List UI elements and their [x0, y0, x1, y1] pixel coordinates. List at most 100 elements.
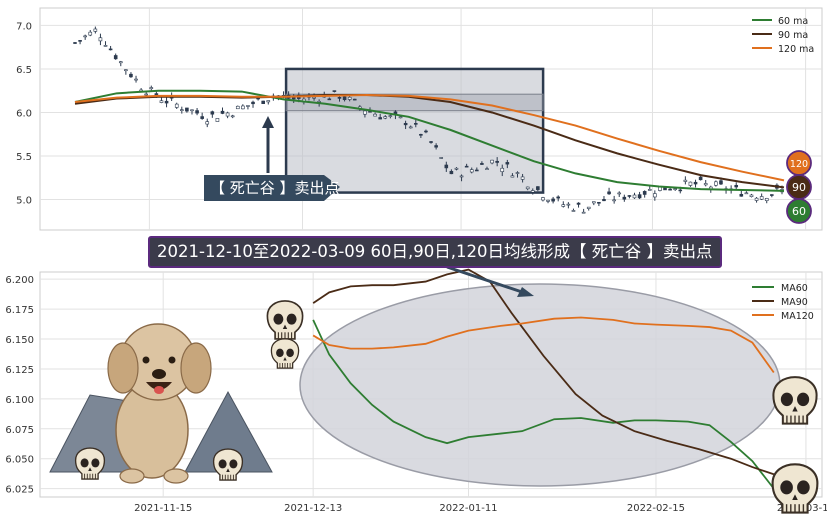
skull-eye	[797, 392, 810, 407]
end-badge-label: 90	[792, 181, 806, 194]
end-badge-label: 120	[790, 159, 808, 170]
dead-cross-box-rect	[284, 67, 545, 194]
candle-body	[235, 105, 240, 110]
skull-icon	[771, 463, 819, 514]
candle-body	[541, 197, 545, 201]
candle-body	[561, 204, 566, 207]
candle-body	[413, 123, 418, 125]
candle-body	[525, 186, 530, 190]
candle-body	[347, 96, 352, 100]
candle-body	[505, 162, 510, 165]
candle-body	[607, 191, 611, 195]
ma-tick-label: 6.200	[5, 275, 34, 286]
candle-body	[592, 201, 596, 204]
skull-icon	[270, 338, 300, 369]
candle-body	[144, 93, 149, 96]
candle-body	[98, 37, 103, 42]
candle-body	[566, 203, 571, 206]
skull-eye	[218, 459, 227, 469]
dead-valley-annotation: 【 死亡谷 】卖出点	[204, 116, 340, 201]
price-tick-label: 6.5	[16, 65, 32, 76]
candle-body	[373, 113, 377, 117]
candle-body	[764, 198, 769, 201]
skull-icon	[266, 300, 304, 340]
skull-nose	[88, 467, 92, 471]
candle-body	[246, 105, 250, 107]
candle-body	[668, 188, 672, 191]
skull-eye	[797, 480, 810, 495]
ma-line-MA60	[312, 319, 775, 490]
dog-ear	[107, 342, 139, 394]
candle-body	[210, 111, 215, 115]
candlesticks	[73, 26, 784, 214]
candle-body	[429, 141, 433, 143]
candle-body	[637, 194, 642, 199]
ma-line-MA120	[312, 316, 775, 374]
ma-x-tick-label: 2022-02-15	[627, 503, 685, 514]
candle-body	[647, 189, 652, 191]
skull-eye	[80, 458, 89, 468]
candle-body	[439, 157, 444, 159]
end-badge	[786, 198, 812, 224]
candle-body	[266, 100, 271, 103]
candle-body	[469, 169, 474, 173]
candle-body	[378, 117, 382, 120]
arrow-icon	[517, 287, 534, 297]
candle-body	[337, 97, 342, 99]
dog-icon	[107, 323, 212, 484]
price-legend: 60 ma 90 ma 120 ma	[752, 16, 814, 55]
highlight-ellipse	[299, 283, 781, 487]
ma-x-tick-label: 2022-01-11	[439, 503, 497, 514]
skull-icon	[772, 376, 818, 425]
price-ma-lines	[74, 89, 785, 192]
ma-tick-label: 6.100	[5, 395, 34, 406]
dog-ear	[180, 342, 212, 394]
candle-body	[113, 55, 118, 60]
candle-body	[693, 181, 698, 185]
candle-body	[475, 169, 479, 172]
candle-body	[388, 115, 393, 117]
candle-body	[419, 134, 423, 136]
skull-eye	[91, 458, 100, 468]
price-panel: 5.0 5.5 6.0 6.5 7.0 60 ma 90 ma 120 ma 120 90 60…	[16, 7, 823, 231]
skull-eye	[286, 313, 297, 325]
candle-body	[205, 121, 210, 125]
skull-nose	[283, 357, 287, 361]
candle-body	[714, 181, 718, 186]
candle-body	[108, 48, 113, 51]
legend-label: 60 ma	[778, 16, 808, 27]
candle-body	[658, 186, 662, 191]
candle-body	[597, 201, 601, 204]
candle-body	[88, 31, 93, 36]
annotation-arrow-body	[204, 175, 340, 201]
candle-body	[129, 73, 133, 78]
candle-body	[556, 196, 561, 199]
arrow-icon	[262, 116, 274, 128]
candle-body	[83, 35, 87, 38]
candle-body	[480, 163, 484, 165]
legend-label: 120 ma	[778, 44, 814, 55]
skull-nose	[226, 468, 230, 472]
candle-body	[164, 100, 169, 104]
candle-body	[403, 122, 408, 126]
candle-body	[174, 103, 179, 108]
candle-body	[103, 45, 108, 47]
candle-body	[444, 164, 449, 169]
candle-body	[180, 109, 184, 111]
candle-body	[698, 176, 703, 181]
candle-body	[688, 181, 693, 186]
candle-body	[622, 196, 627, 200]
candle-body	[215, 118, 220, 122]
ma-tick-label: 6.150	[5, 335, 34, 346]
candle-body	[332, 90, 337, 92]
candle-body	[576, 202, 581, 205]
candle-body	[627, 195, 632, 197]
candle-body	[551, 198, 555, 202]
candle-body	[464, 165, 469, 168]
skull-shape	[74, 447, 106, 480]
candle-body	[363, 110, 367, 115]
dog-eye	[142, 356, 150, 364]
skull-eye	[286, 348, 294, 358]
candle-body	[683, 179, 688, 182]
candle-body	[190, 109, 194, 112]
